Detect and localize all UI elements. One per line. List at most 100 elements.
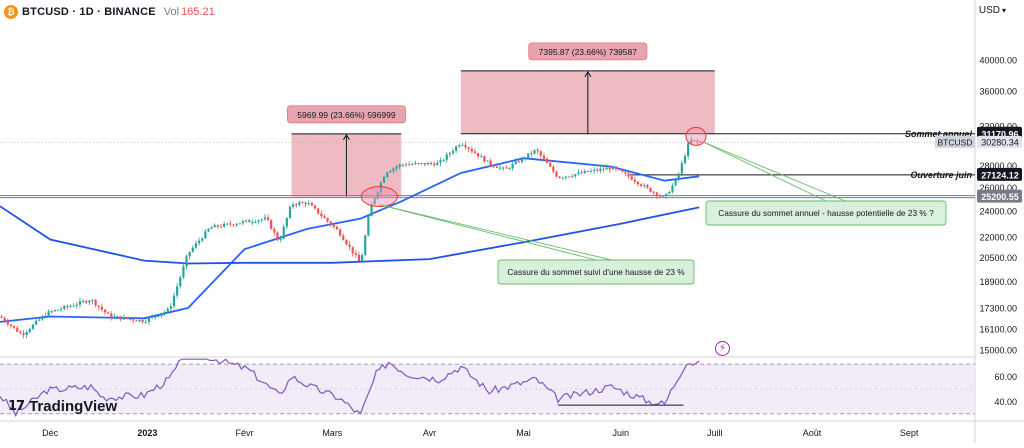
candle-body bbox=[38, 319, 41, 321]
candle-body bbox=[216, 225, 219, 227]
lightning-icon[interactable]: ⚡ bbox=[715, 341, 730, 356]
level-name: Sommet annuel bbox=[905, 129, 973, 139]
tradingview-logo[interactable]: 17 TradingView bbox=[8, 398, 117, 415]
candle-body bbox=[470, 148, 473, 152]
candle-body bbox=[320, 213, 323, 217]
candle-body bbox=[527, 153, 530, 158]
level-price-tag-bg bbox=[977, 167, 1022, 181]
candle-body bbox=[690, 139, 693, 144]
x-tick-label: Avr bbox=[423, 428, 436, 438]
candle-body bbox=[213, 225, 216, 228]
candle-body bbox=[696, 140, 699, 142]
candle-body bbox=[370, 204, 373, 217]
callout-pointer bbox=[379, 204, 612, 261]
candle-body bbox=[141, 319, 144, 323]
candle-body bbox=[88, 300, 91, 303]
last-price-tag-bg bbox=[977, 135, 1022, 148]
candle-body bbox=[44, 315, 47, 317]
candle-body bbox=[583, 171, 586, 174]
candle-body bbox=[0, 316, 3, 318]
candle-body bbox=[251, 222, 254, 224]
candle-body bbox=[373, 198, 376, 205]
tradingview-logo-mark: 17 bbox=[8, 399, 25, 414]
candle-body bbox=[533, 150, 536, 154]
candle-body bbox=[66, 306, 69, 308]
candle-body bbox=[47, 311, 50, 316]
candle-body bbox=[157, 316, 160, 318]
candle-body bbox=[201, 238, 204, 241]
currency-label: USD bbox=[978, 5, 1000, 16]
candle-body bbox=[235, 224, 238, 226]
candle-body bbox=[288, 206, 292, 218]
candle-body bbox=[536, 150, 539, 152]
candle-body bbox=[182, 266, 185, 278]
y-tick-label: 18900.00 bbox=[979, 277, 1017, 287]
candle-body bbox=[467, 147, 470, 149]
candle-body bbox=[60, 308, 63, 310]
candle-body bbox=[577, 172, 580, 175]
candle-body bbox=[116, 316, 119, 318]
candle-body bbox=[307, 203, 310, 205]
candle-body bbox=[6, 321, 9, 325]
candle-body bbox=[176, 286, 179, 296]
candle-body bbox=[144, 321, 147, 323]
candle-body bbox=[310, 203, 314, 206]
candle-body bbox=[194, 243, 198, 248]
x-tick-label: Févr bbox=[236, 428, 254, 438]
candle-body bbox=[414, 163, 417, 165]
candle-body bbox=[229, 223, 232, 225]
candle-body bbox=[345, 240, 348, 245]
y-tick-label: 40000.00 bbox=[979, 56, 1017, 66]
candle-body bbox=[661, 195, 665, 197]
candle-body bbox=[596, 169, 599, 171]
candle-body bbox=[389, 171, 392, 173]
candle-body bbox=[508, 168, 511, 170]
candle-body bbox=[630, 176, 633, 180]
candle-body bbox=[3, 317, 6, 322]
candle-body bbox=[147, 317, 151, 322]
candle-body bbox=[423, 162, 426, 165]
candle-body bbox=[339, 229, 342, 236]
candle-body bbox=[163, 311, 166, 314]
candle-body bbox=[113, 316, 116, 318]
candle-body bbox=[119, 316, 122, 320]
candle-body bbox=[580, 172, 583, 174]
candle-body bbox=[599, 168, 602, 171]
candle-body bbox=[295, 204, 298, 206]
candle-body bbox=[646, 185, 649, 188]
candle-body bbox=[285, 217, 288, 227]
callout-box bbox=[705, 200, 947, 226]
candle-body bbox=[34, 320, 38, 325]
target-arrow-head bbox=[584, 70, 592, 78]
target-label-box bbox=[286, 105, 406, 124]
candle-body bbox=[160, 313, 163, 317]
candle-body bbox=[263, 217, 267, 220]
candle-body bbox=[448, 153, 451, 155]
x-tick-label: Mars bbox=[322, 428, 342, 438]
candle-body bbox=[687, 143, 690, 157]
moving-average-ma_slow bbox=[0, 205, 700, 265]
candle-body bbox=[191, 247, 194, 252]
candle-body bbox=[455, 146, 458, 151]
candle-body bbox=[404, 164, 408, 166]
candle-body bbox=[254, 221, 257, 223]
candle-body bbox=[107, 312, 110, 314]
candle-body bbox=[204, 231, 207, 239]
symbol-title[interactable]: BTCUSD · 1D · BINANCE bbox=[22, 6, 156, 18]
candle-body bbox=[367, 216, 370, 236]
candle-body bbox=[699, 141, 702, 143]
candle-body bbox=[693, 139, 696, 141]
candle-body bbox=[41, 316, 44, 320]
candle-body bbox=[129, 318, 132, 320]
candle-body bbox=[179, 277, 182, 287]
candle-body bbox=[608, 167, 611, 170]
candle-body bbox=[636, 181, 640, 185]
candle-body bbox=[329, 221, 332, 225]
candle-body bbox=[223, 223, 226, 227]
x-tick-label: Juin bbox=[612, 428, 629, 438]
candle-body bbox=[232, 224, 235, 226]
candle-body bbox=[574, 174, 577, 177]
currency-selector[interactable]: USD ▾ bbox=[979, 5, 1006, 16]
